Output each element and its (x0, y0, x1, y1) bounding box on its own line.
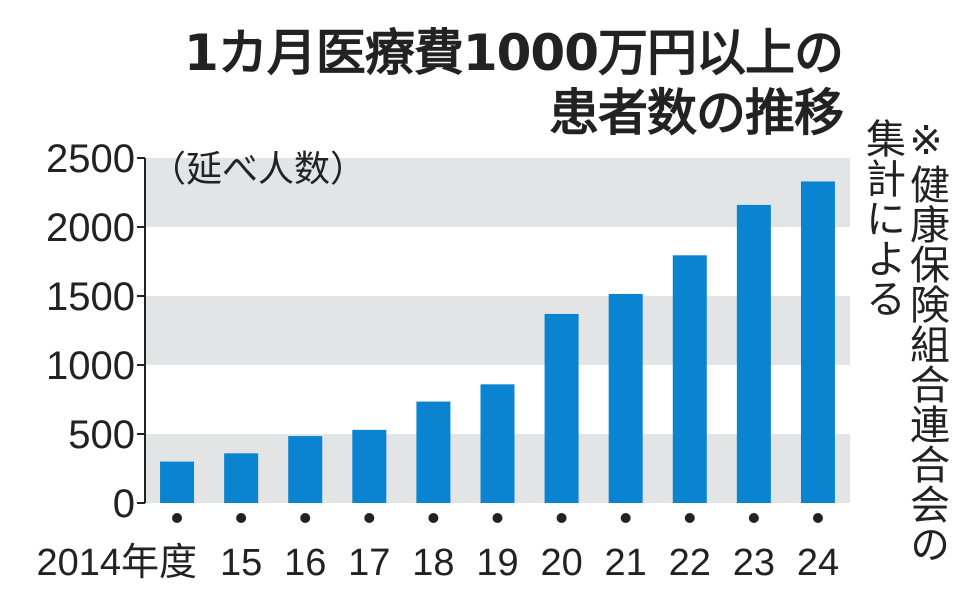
y-tick-label: 500 (68, 413, 135, 457)
x-tick-label: 17 (348, 542, 390, 584)
x-tick-dot (236, 513, 247, 523)
x-tick-dot (364, 513, 375, 523)
x-tick-label: 19 (476, 542, 518, 584)
x-tick-dot (492, 513, 503, 523)
x-tick-label: 20 (540, 542, 582, 584)
x-tick-label: 22 (669, 542, 711, 584)
y-tick-label: 2000 (46, 206, 135, 250)
bar (416, 401, 451, 503)
x-tick-label: 21 (605, 542, 647, 584)
bar (480, 384, 515, 503)
y-tick-label: 0 (113, 482, 135, 526)
x-tick-dot (172, 513, 183, 523)
bar (608, 293, 643, 503)
x-tick-dot (300, 513, 311, 523)
y-axis-label: （延べ人数） (150, 149, 367, 190)
bar (352, 429, 387, 503)
bar (672, 255, 707, 503)
bar (160, 461, 195, 503)
bar (800, 181, 835, 503)
y-tick-label: 1500 (46, 275, 135, 319)
y-tick-label: 2500 (46, 137, 135, 181)
x-tick-dot (748, 513, 759, 523)
bar (736, 204, 771, 504)
x-tick-dot (428, 513, 439, 523)
bar (224, 453, 259, 503)
x-tick-label: 23 (733, 542, 775, 584)
grid-band (145, 158, 850, 227)
x-tick-dot (556, 513, 567, 523)
bar (544, 313, 579, 503)
x-tick-label: 16 (284, 542, 326, 584)
x-tick-label: 18 (412, 542, 454, 584)
x-tick-label: 15 (220, 542, 262, 584)
x-tick-dot (812, 513, 823, 523)
x-tick-label: 24 (797, 542, 839, 584)
bar (288, 436, 323, 503)
x-tick-dot (684, 513, 695, 523)
chart-title-line-1: 1カ月医療費1000万円以上の (184, 24, 844, 82)
grid-band (145, 296, 850, 365)
x-tick-dot (620, 513, 631, 523)
x-tick-label: 2014年度 (36, 542, 197, 584)
y-tick-label: 1000 (46, 344, 135, 388)
source-note: ※健康保険組合連合会の集計による (859, 118, 949, 564)
chart-title-line-2: 患者数の推移 (549, 84, 844, 142)
